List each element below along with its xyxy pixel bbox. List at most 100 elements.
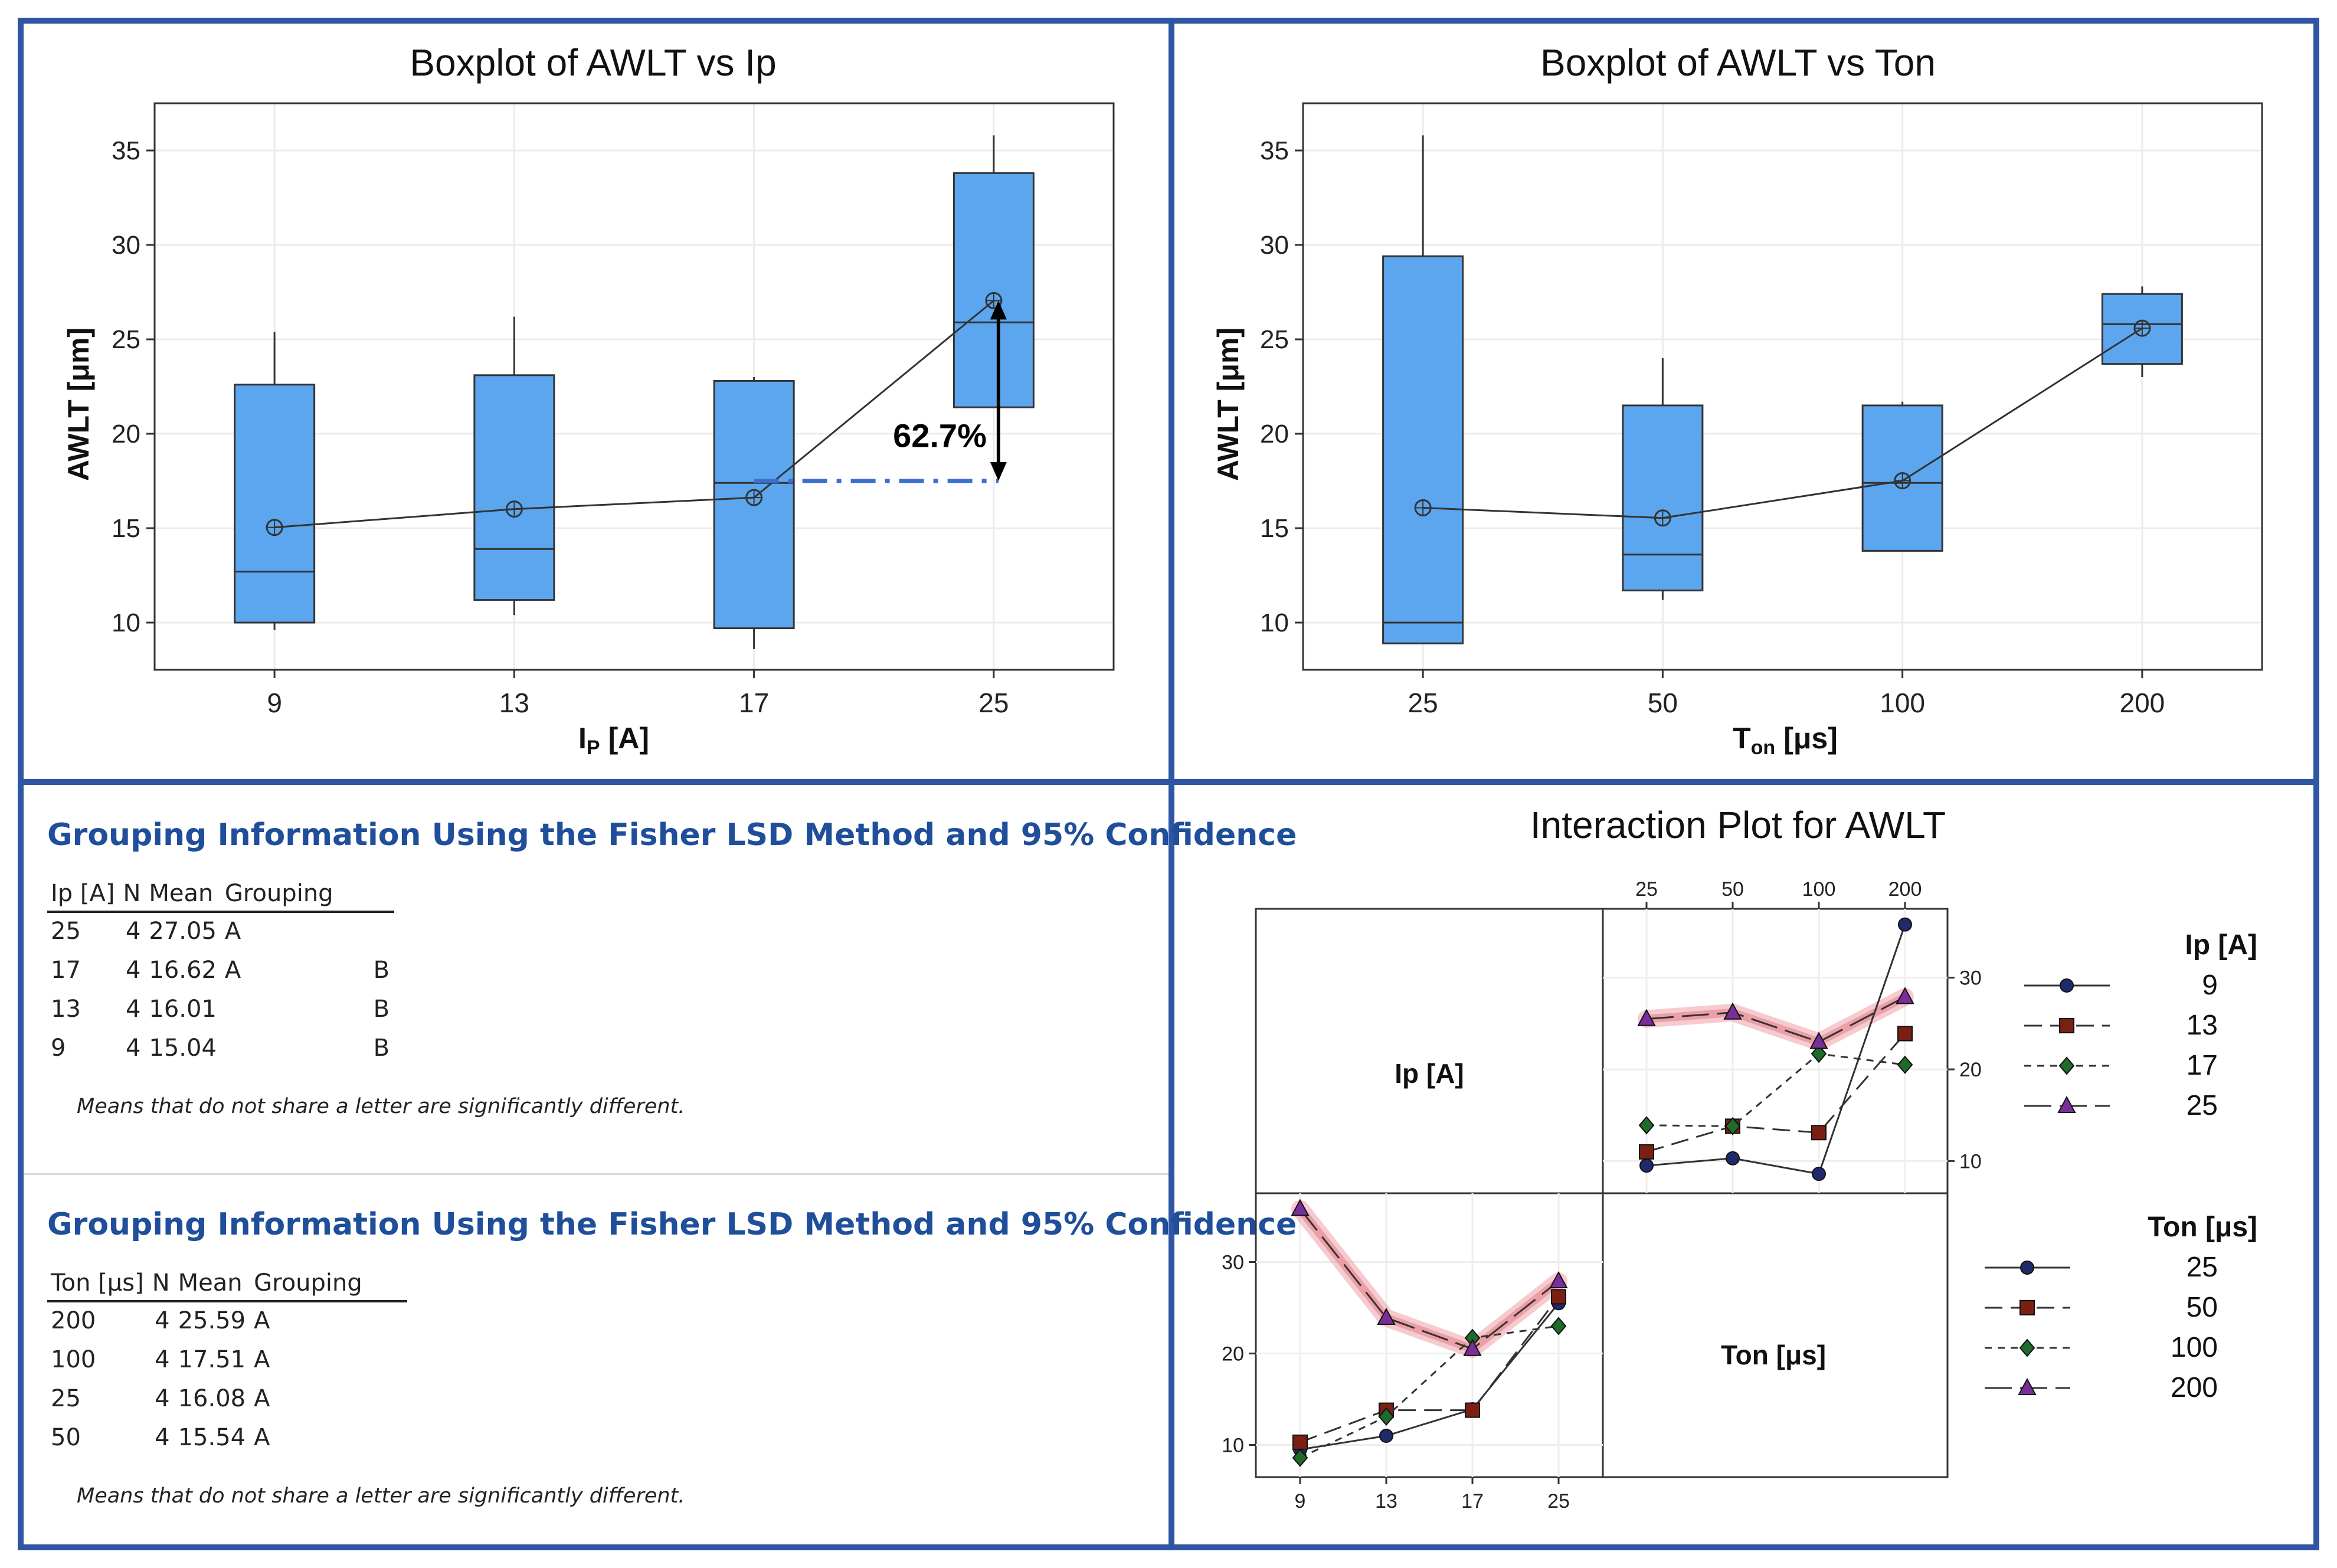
lsd-header-cell: N bbox=[119, 880, 146, 913]
factor-a-label: Ip [A] bbox=[1395, 1058, 1464, 1089]
point-ip-17 bbox=[1897, 1055, 1913, 1074]
box-iqr bbox=[234, 384, 316, 624]
point-ip-9 bbox=[1726, 1151, 1740, 1166]
x-tick-label: 9 bbox=[267, 688, 282, 718]
point-ip-13 bbox=[1897, 1026, 1913, 1042]
lsd-header-cell bbox=[366, 1269, 407, 1302]
lsd-cell: 100 bbox=[51, 1346, 96, 1373]
point-ton-25 bbox=[1379, 1429, 1393, 1443]
lsd-row: 25 4 16.08 A bbox=[47, 1380, 407, 1419]
y-axis-label: AWLT [μm] bbox=[62, 328, 95, 481]
lsd-row: 100 4 17.51 A bbox=[47, 1341, 407, 1380]
lsd-cell: 25 bbox=[51, 918, 81, 945]
lsd-cell: 17.51 bbox=[178, 1346, 246, 1373]
x-tick-label: 100 bbox=[1880, 688, 1925, 718]
legend-label: 17 bbox=[2187, 1050, 2218, 1081]
series-line-ton-100 bbox=[1300, 1325, 1559, 1459]
lsd-cell: A bbox=[224, 918, 241, 945]
point-ton-50 bbox=[1292, 1434, 1308, 1450]
series-line-ip-13 bbox=[1646, 1033, 1906, 1153]
box-iqr bbox=[1622, 404, 1704, 592]
series-line-ip-25 bbox=[1646, 996, 1906, 1043]
lsd-header-cell: Ton [μs] bbox=[47, 1269, 149, 1302]
point-ip-13 bbox=[1811, 1125, 1827, 1141]
chart-title: Boxplot of AWLT vs Ton bbox=[1540, 41, 1936, 84]
series-line-ip-9 bbox=[1646, 924, 1906, 1175]
lsd-cell: 15.04 bbox=[149, 1035, 217, 1062]
y-tick-label: 10 bbox=[1260, 608, 1289, 637]
lsd-header-cell: Grouping bbox=[221, 880, 338, 913]
lsd-divider bbox=[24, 1173, 1168, 1175]
point-ip-13 bbox=[1639, 1144, 1654, 1160]
point-ton-100 bbox=[1550, 1317, 1567, 1335]
lsd-ton-block: Grouping Information Using the Fisher LS… bbox=[47, 1207, 1297, 1508]
x-tick-label: 25 bbox=[978, 688, 1009, 718]
legend-marker bbox=[2059, 1018, 2074, 1033]
x-axis-label: Ton [μs] bbox=[1733, 722, 1838, 759]
legend-marker bbox=[2058, 1056, 2075, 1075]
lsd-ton-title: Grouping Information Using the Fisher LS… bbox=[47, 1207, 1297, 1242]
y-tick-label: 15 bbox=[112, 514, 140, 543]
lsd-header-cell: Mean bbox=[145, 880, 221, 913]
legend-title: Ip [A] bbox=[2185, 929, 2257, 961]
lsd-cell: 4 bbox=[155, 1346, 170, 1373]
lsd-cell: 16.08 bbox=[178, 1385, 246, 1412]
y-tick-label: 30 bbox=[1260, 231, 1289, 260]
lsd-cell: B bbox=[373, 1035, 390, 1062]
y-tick-label-left: 20 bbox=[1222, 1343, 1244, 1366]
y-tick-label-right: 10 bbox=[1959, 1150, 1982, 1173]
lsd-row: 200 4 25.59 A bbox=[47, 1301, 407, 1341]
legend-marker bbox=[2020, 1261, 2034, 1275]
plot-frame bbox=[1302, 102, 2263, 671]
point-ton-50 bbox=[1465, 1402, 1480, 1418]
series-line-ton-25 bbox=[1300, 1302, 1560, 1451]
point-ton-50 bbox=[1551, 1289, 1566, 1305]
mean-connect-line bbox=[1423, 327, 2143, 519]
point-ton-200 bbox=[1291, 1199, 1310, 1216]
x-tick-label-top: 25 bbox=[1635, 878, 1658, 901]
lsd-cell: B bbox=[373, 957, 390, 984]
x-tick-label: 17 bbox=[739, 688, 769, 718]
lsd-row: 25 4 27.05 A bbox=[47, 912, 394, 952]
point-ip-9 bbox=[1812, 1167, 1826, 1181]
box-iqr bbox=[473, 374, 555, 601]
point-ip-9 bbox=[1898, 917, 1912, 932]
legend-label: 100 bbox=[2171, 1332, 2218, 1363]
lsd-ip-block: Grouping Information Using the Fisher LS… bbox=[47, 817, 1297, 1118]
lsd-cell: 15.54 bbox=[178, 1424, 246, 1451]
y-tick-label-left: 10 bbox=[1222, 1435, 1244, 1457]
y-tick-label: 10 bbox=[112, 608, 140, 637]
mean-connect-line bbox=[274, 300, 994, 529]
lsd-header-cell: Ip [A] bbox=[47, 880, 120, 913]
y-tick-label-right: 30 bbox=[1959, 967, 1982, 990]
y-tick-label: 25 bbox=[112, 325, 140, 354]
lsd-cell: A bbox=[254, 1424, 270, 1451]
point-ton-200 bbox=[1549, 1271, 1568, 1289]
lsd-ton-table: Ton [μs] N Mean Grouping 200 4 25.59 A 100 4 17.5… bbox=[47, 1269, 407, 1458]
difference-label: 62.7% bbox=[893, 417, 987, 454]
y-tick-label: 20 bbox=[1260, 420, 1289, 449]
lsd-cell: 4 bbox=[155, 1424, 170, 1451]
boxplot-ip-chart: Boxplot of AWLT vs Ip 10 15 20 25 30 35 9 13 17… bbox=[62, 41, 1115, 759]
lsd-cell: A bbox=[254, 1307, 270, 1334]
legend-label: 9 bbox=[2202, 970, 2218, 1001]
lsd-row: 17 4 16.62 A B bbox=[47, 952, 394, 991]
lsd-ton-note: Means that do not share a letter are sig… bbox=[77, 1484, 685, 1508]
y-tick-label: 25 bbox=[1260, 325, 1289, 354]
y-tick-label: 15 bbox=[1260, 514, 1289, 543]
legend-marker bbox=[2018, 1377, 2037, 1395]
x-tick-label: 13 bbox=[499, 688, 529, 718]
lsd-row: 9 4 15.04 B bbox=[47, 1030, 394, 1069]
lsd-cell: 4 bbox=[155, 1385, 170, 1412]
lsd-cell: 16.62 bbox=[149, 957, 217, 984]
legend-marker bbox=[2060, 978, 2074, 993]
lsd-cell: A bbox=[254, 1346, 270, 1373]
legend-marker bbox=[2019, 1300, 2035, 1315]
chart-title: Boxplot of AWLT vs Ip bbox=[410, 41, 776, 84]
point-ip-17 bbox=[1638, 1116, 1655, 1135]
point-ip-17 bbox=[1811, 1045, 1827, 1063]
y-tick-label-left: 30 bbox=[1222, 1252, 1244, 1274]
lsd-cell: 50 bbox=[51, 1424, 81, 1451]
x-axis-label: IP [A] bbox=[578, 722, 649, 759]
